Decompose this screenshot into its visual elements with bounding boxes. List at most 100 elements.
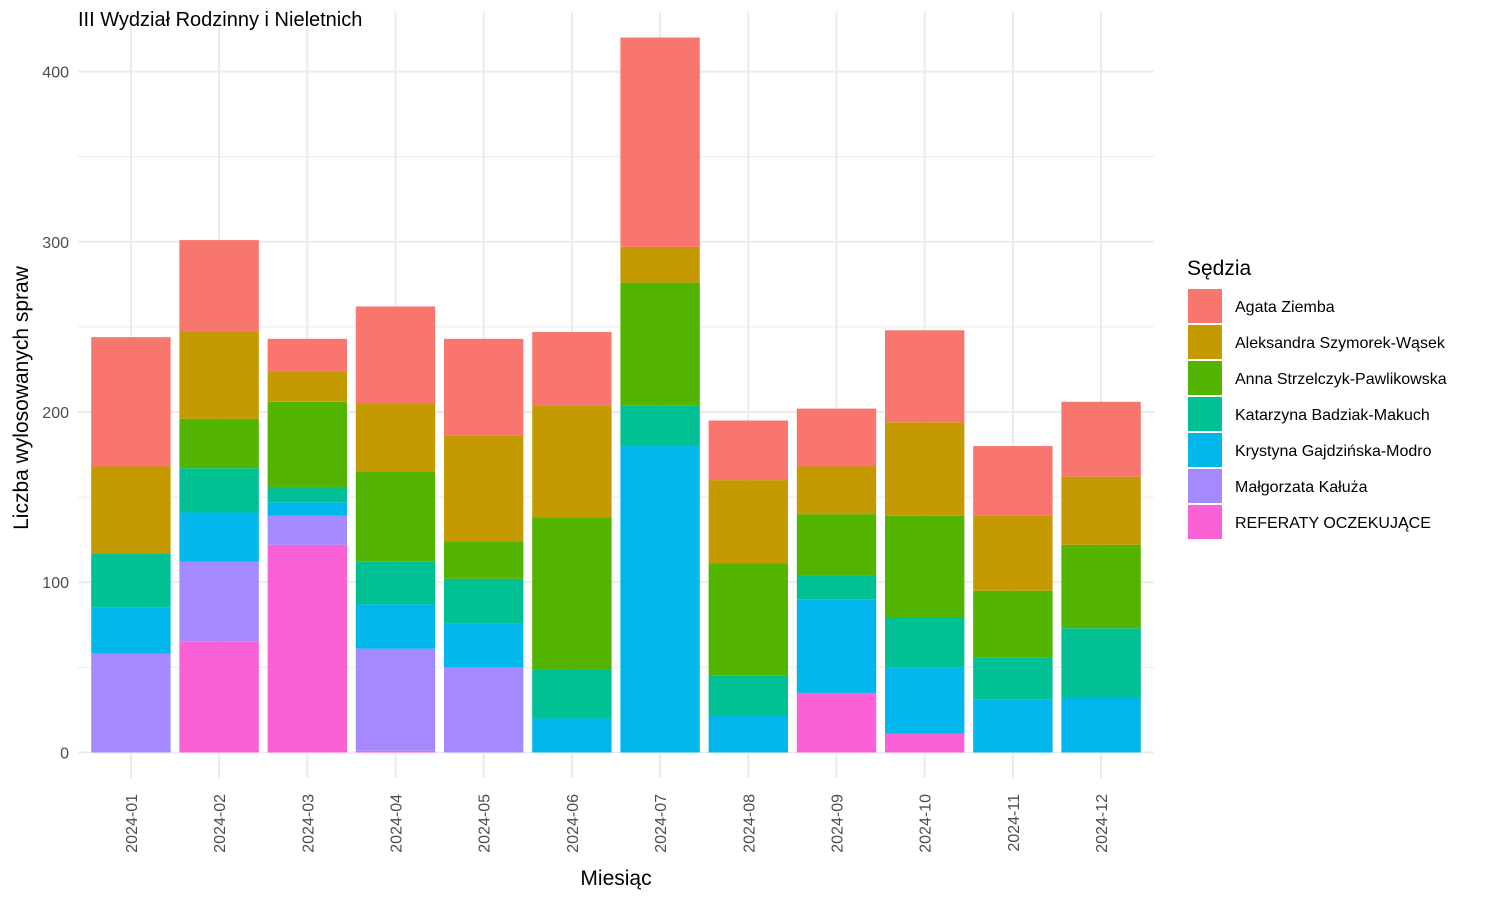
bar-segment: [532, 517, 612, 670]
x-tick-label: 2024-08: [741, 794, 758, 853]
bar-segment: [179, 561, 259, 642]
bar-segment: [179, 468, 259, 513]
bar-segment: [91, 553, 171, 608]
y-tick-label: 200: [42, 405, 69, 422]
bar-segment: [1061, 401, 1141, 477]
bar-segment: [355, 471, 436, 562]
bar-segment: [179, 512, 259, 562]
bar-segment: [973, 446, 1053, 516]
axis-layer: 0 100 200 300 400 2024-01 2024-02 2024-03 2024-0…: [42, 65, 1111, 853]
bar-segment: [532, 669, 612, 719]
bar-segment: [355, 648, 436, 751]
legend-swatch: [1188, 469, 1222, 503]
bar-segment: [708, 420, 788, 481]
legend-label: Aleksandra Szymorek-Wąsek: [1235, 335, 1446, 352]
bar-segment: [91, 337, 171, 467]
legend-swatch: [1188, 325, 1222, 359]
bar-segment: [796, 692, 877, 753]
bar-segment: [267, 544, 347, 753]
bar-segment: [885, 515, 965, 618]
x-tick-label: 2024-11: [1006, 794, 1023, 852]
bar-segment: [267, 338, 347, 372]
bar-segment: [796, 408, 877, 467]
bar-segment: [179, 418, 259, 469]
bar-segment: [885, 667, 965, 734]
bar-segment: [885, 330, 965, 423]
bar-segment: [91, 607, 171, 654]
bar-segment: [444, 338, 524, 436]
legend-label: REFERATY OCZEKUJĄCE: [1235, 515, 1431, 532]
bar-segment: [973, 590, 1053, 658]
x-tick-label: 2024-01: [124, 794, 141, 853]
bar-segment: [532, 405, 612, 518]
bar-segment: [1061, 476, 1141, 545]
legend-label: Anna Strzelczyk-Pawlikowska: [1235, 371, 1447, 388]
bar-segment: [973, 515, 1053, 591]
bar-segment: [444, 578, 524, 624]
legend-label: Agata Ziemba: [1235, 299, 1335, 316]
bar-segment: [444, 541, 524, 579]
bar-segment: [620, 246, 700, 283]
bar-segment: [179, 240, 259, 333]
bar-segment: [885, 733, 965, 753]
legend-label: Krystyna Gajdzińska-Modro: [1235, 443, 1432, 460]
bar-segment: [179, 332, 259, 419]
x-tick-label: 2024-02: [212, 794, 229, 853]
bar-segment: [620, 282, 700, 406]
legend-swatch: [1188, 397, 1222, 431]
bar-segment: [267, 502, 347, 516]
y-tick-label: 100: [42, 575, 69, 592]
bar-segment: [267, 486, 347, 503]
bar-segment: [885, 617, 965, 668]
bar-segment: [620, 446, 700, 753]
bar-segment: [179, 641, 259, 753]
bar-segment: [708, 480, 788, 564]
legend-swatch: [1188, 361, 1222, 395]
legend-title: Sędzia: [1187, 257, 1252, 280]
bar-segment: [444, 623, 524, 668]
x-tick-label: 2024-03: [300, 794, 317, 853]
bar-segment: [444, 435, 524, 542]
y-tick-label: 400: [42, 65, 69, 82]
bar-segment: [355, 306, 436, 404]
x-tick-label: 2024-12: [1094, 794, 1111, 853]
legend-swatch: [1188, 289, 1222, 323]
bar-segment: [532, 718, 612, 753]
y-tick-label: 0: [60, 745, 69, 762]
bar-segment: [355, 604, 436, 649]
bar-segment: [885, 422, 965, 516]
bar-segment: [973, 657, 1053, 700]
bar-segment: [355, 561, 436, 605]
bar-segment: [1061, 697, 1141, 753]
legend-label: Małgorzata Kałuża: [1235, 479, 1368, 496]
bar-segment: [1061, 544, 1141, 629]
bar-segment: [708, 675, 788, 716]
x-tick-label: 2024-09: [829, 794, 846, 853]
bar-segment: [796, 599, 877, 693]
bar-segment: [1061, 628, 1141, 698]
legend: Sędzia Agata Ziemba Aleksandra Szymorek-W…: [1187, 257, 1447, 539]
y-axis-title: Liczba wylosowanych spraw: [10, 265, 33, 530]
bar-segment: [355, 403, 436, 472]
bar-segment: [267, 515, 347, 545]
bar-segment: [620, 37, 700, 247]
bar-segment: [267, 401, 347, 487]
bar-segment: [796, 466, 877, 515]
bar-segment: [91, 653, 171, 753]
legend-swatch: [1188, 505, 1222, 539]
bar-segment: [267, 371, 347, 402]
bar-segment: [796, 514, 877, 576]
legend-label: Katarzyna Badziak-Makuch: [1235, 407, 1430, 424]
bar-segment: [355, 750, 436, 753]
chart-title: III Wydział Rodzinny i Nieletnich: [78, 9, 362, 31]
legend-items: Agata Ziemba Aleksandra Szymorek-Wąsek Ann…: [1188, 289, 1447, 539]
x-tick-label: 2024-06: [565, 794, 582, 853]
x-tick-label: 2024-04: [389, 794, 406, 853]
bar-segment: [444, 667, 524, 753]
legend-swatch: [1188, 433, 1222, 467]
bar-segment: [620, 405, 700, 447]
x-tick-label: 2024-10: [918, 794, 935, 853]
y-tick-label: 300: [42, 235, 69, 252]
